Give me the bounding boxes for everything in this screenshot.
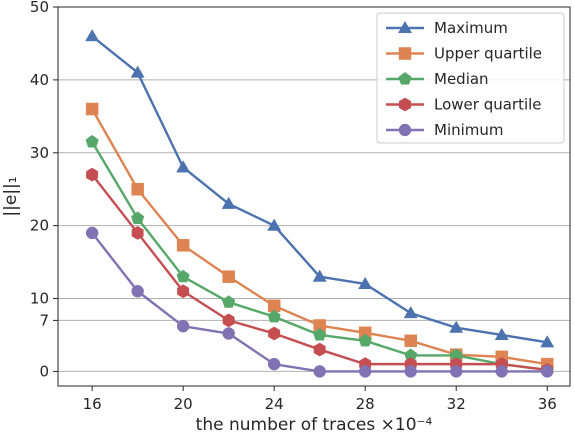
data-point (403, 306, 418, 319)
data-point (176, 319, 190, 333)
legend-label: Minimum (434, 121, 504, 139)
data-point (540, 335, 555, 348)
data-point (494, 327, 509, 341)
data-point (358, 365, 372, 378)
legend-box (376, 12, 565, 144)
legend-marker (398, 72, 412, 85)
y-tick-label: 20 (30, 217, 49, 235)
x-tick-label: 16 (83, 395, 102, 413)
data-point (222, 313, 235, 328)
data-point (177, 284, 190, 299)
data-point (267, 309, 281, 323)
legend-marker (398, 123, 412, 137)
data-point (85, 134, 99, 148)
legend-label: Median (434, 70, 489, 88)
data-point (449, 365, 463, 378)
data-point (404, 334, 417, 348)
data-point (358, 276, 373, 290)
data-point (131, 226, 144, 240)
legend-item: Minimum (386, 121, 504, 139)
data-point (131, 211, 145, 224)
data-point (313, 328, 327, 341)
data-point (176, 239, 190, 252)
legend-label: Lower quartile (434, 96, 542, 114)
legend-item: Lower quartile (386, 96, 542, 114)
legend-label: Maximum (434, 19, 508, 37)
x-tick-label: 32 (447, 395, 466, 413)
data-point (176, 269, 190, 283)
y-tick-label: 30 (30, 144, 49, 162)
legend-marker (398, 47, 412, 60)
legend-marker (399, 97, 411, 112)
data-point (131, 182, 144, 196)
data-point (222, 295, 236, 308)
y-axis-label: ||e||₁ (1, 176, 21, 216)
data-point (176, 160, 191, 173)
x-tick-label: 20 (174, 395, 193, 413)
data-point (221, 196, 236, 209)
legend-label: Upper quartile (434, 45, 542, 63)
legend: Maximum Upper quartile Median Lower quartil… (376, 12, 565, 144)
data-point (131, 285, 144, 298)
x-tick-label: 36 (538, 395, 557, 413)
data-point (85, 102, 99, 116)
data-point (85, 29, 100, 42)
series-maximum (85, 29, 555, 348)
legend-marker (397, 20, 413, 34)
data-point (358, 333, 372, 347)
data-point (267, 357, 281, 371)
data-point (540, 365, 554, 378)
data-point (313, 342, 326, 357)
x-axis-label: the number of traces ×10⁻⁴ (196, 415, 433, 435)
y-tick-label: 50 (30, 0, 49, 16)
data-point (130, 65, 145, 78)
data-point (222, 327, 235, 340)
data-point (312, 269, 327, 282)
series-lines (85, 29, 555, 378)
axis-ticks: 0 7 10 20 30 40 50 16 20 24 28 32 36 (30, 0, 557, 413)
data-point (313, 365, 326, 378)
legend-item: Median (386, 70, 489, 88)
legend-item: Maximum (386, 19, 508, 37)
data-point (86, 167, 99, 182)
data-point (268, 326, 281, 341)
data-point (85, 226, 99, 240)
plot-frame (57, 6, 571, 387)
data-point (222, 270, 235, 283)
y-tick-label: 10 (30, 290, 49, 308)
x-tick-label: 28 (356, 395, 375, 413)
x-tick-label: 24 (265, 395, 284, 413)
legend-item: Upper quartile (386, 45, 542, 63)
data-point (267, 218, 282, 231)
data-point (449, 320, 464, 333)
y-tick-label: 40 (30, 71, 49, 89)
series-minimum (85, 226, 554, 378)
data-point (404, 365, 417, 378)
y-tick-label: 7 (39, 311, 49, 329)
y-tick-label: 0 (39, 362, 49, 380)
data-point (495, 365, 508, 378)
